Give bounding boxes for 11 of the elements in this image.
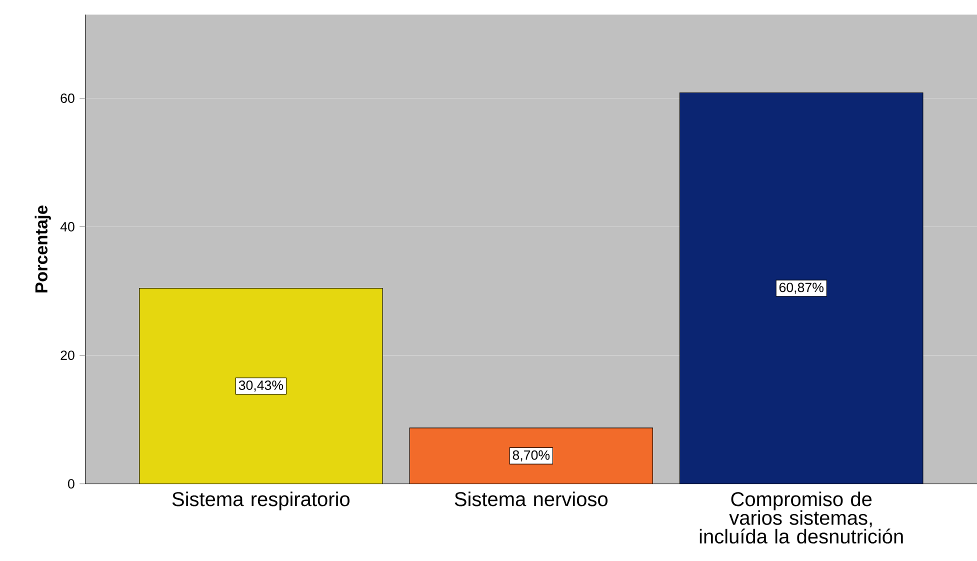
y-tick-label: 20: [60, 350, 74, 360]
y-axis-title: Porcentaje: [34, 205, 51, 292]
x-tick-label: Sistema nervioso: [454, 492, 608, 506]
x-tick-label: Compromiso de varios sistemas, incluída la desnutrición: [700, 492, 903, 544]
data-label: 8,70%: [512, 450, 550, 462]
x-tick-label: Sistema respiratorio: [172, 492, 350, 510]
y-tick-label: 0: [68, 479, 74, 488]
data-label: 60,87%: [779, 282, 824, 294]
y-tick-label: 60: [60, 93, 74, 103]
data-label: 30,43%: [238, 380, 284, 392]
y-tick-label: 40: [60, 222, 74, 232]
